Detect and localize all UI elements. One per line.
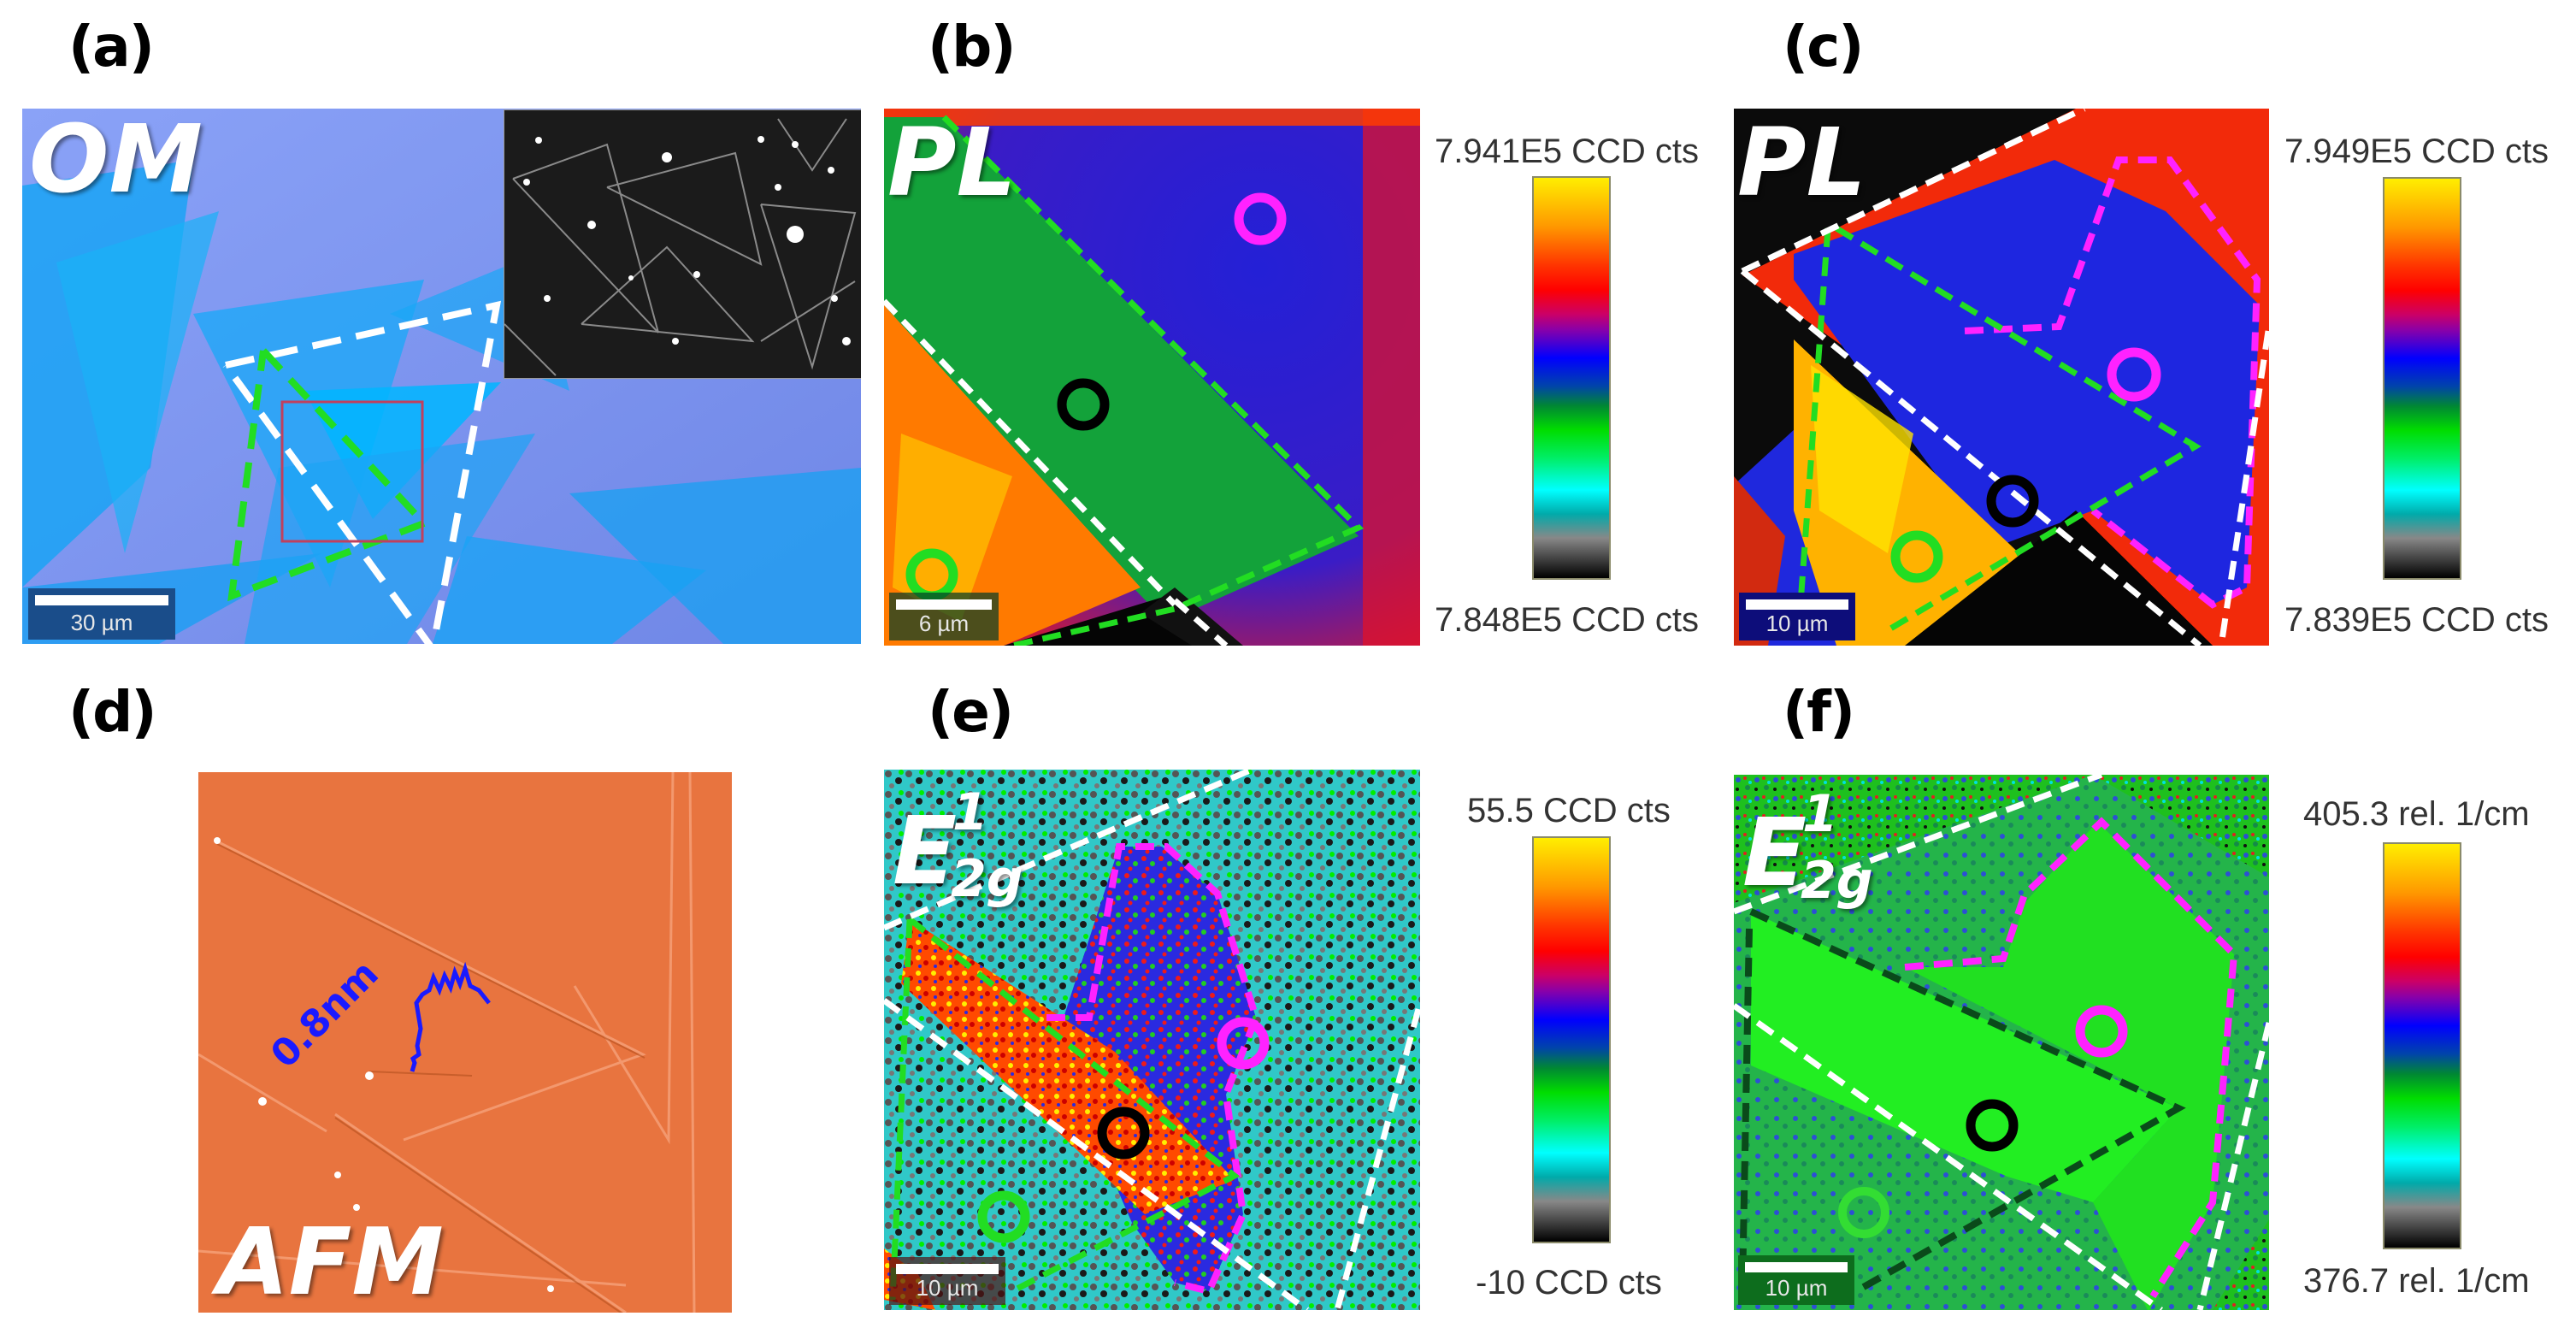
colorbar-f <box>2383 842 2461 1249</box>
e2g-sup-f: 1 <box>1802 784 1838 844</box>
panel-d-afm-image: 0.8nm AFM <box>198 772 732 1313</box>
raman-e-image <box>884 770 1420 1310</box>
panel-b-pl-map: PL 6 µm <box>884 109 1420 646</box>
marker-magenta-c <box>2107 347 2161 402</box>
e2g-overlay-label-e: E 1 2g <box>893 787 1023 905</box>
colorbar-b-min: 7.848E5 CCD cts <box>1435 601 1700 639</box>
colorbar-b <box>1532 176 1611 580</box>
marker-magenta-e <box>1217 1017 1270 1070</box>
panel-e-raman-intensity-map: E 1 2g 10 µm <box>884 770 1420 1310</box>
scale-bar-b: 6 µm <box>889 593 999 640</box>
marker-black-c <box>1986 475 2039 528</box>
marker-black-f <box>1966 1099 2019 1152</box>
om-overlay-label: OM <box>29 109 203 214</box>
raman-f-image <box>1734 775 2269 1310</box>
marker-green-e <box>977 1190 1030 1243</box>
e2g-sub-e: 2g <box>951 849 1023 909</box>
marker-magenta-f <box>2075 1005 2128 1058</box>
scale-bar-e-text: 10 µm <box>916 1275 979 1301</box>
colorbar-b-max: 7.941E5 CCD cts <box>1435 133 1700 170</box>
colorbar-c <box>2383 177 2461 580</box>
inset-image <box>504 118 857 376</box>
marker-green-c <box>1890 530 1943 583</box>
pl-map-b-image <box>884 109 1420 646</box>
e2g-sup-e: 1 <box>952 782 988 842</box>
colorbar-c-max: 7.949E5 CCD cts <box>2284 133 2549 170</box>
colorbar-e-max: 55.5 CCD cts <box>1467 792 1671 829</box>
scale-bar-c: 10 µm <box>1739 593 1855 640</box>
scale-bar-a-text: 30 µm <box>70 610 133 635</box>
colorbar-e-min: -10 CCD cts <box>1476 1264 1662 1301</box>
panel-label-d: (d) <box>68 679 157 745</box>
scale-bar-c-text: 10 µm <box>1765 611 1829 636</box>
marker-black-e <box>1097 1107 1150 1160</box>
panel-label-b: (b) <box>928 14 1017 80</box>
e2g-overlay-label-f: E 1 2g <box>1742 788 1873 906</box>
scale-bar-f: 10 µm <box>1738 1255 1854 1305</box>
panel-label-f: (f) <box>1783 679 1855 745</box>
scale-bar-e: 10 µm <box>889 1257 1005 1305</box>
panel-a-optical-micrograph: OM 30 µm <box>22 109 861 644</box>
e2g-main-f: E <box>1742 798 1807 907</box>
afm-image <box>198 772 732 1313</box>
colorbar-f-min: 376.7 rel. 1/cm <box>2303 1262 2530 1300</box>
pl-overlay-label-c: PL <box>1737 109 1866 217</box>
scale-bar-a: 30 µm <box>28 588 175 640</box>
panel-label-c: (c) <box>1783 14 1864 80</box>
pl-map-c-image <box>1734 109 2269 646</box>
marker-black-b <box>1057 378 1110 431</box>
colorbar-e <box>1532 836 1611 1243</box>
e2g-sub-f: 2g <box>1801 851 1873 911</box>
colorbar-c-min: 7.839E5 CCD cts <box>2284 601 2549 639</box>
panel-c-pl-map: PL 10 µm <box>1734 109 2269 646</box>
marker-magenta-b <box>1234 192 1287 245</box>
pl-overlay-label-b: PL <box>887 109 1017 217</box>
marker-green-f <box>1838 1187 1889 1238</box>
panel-f-raman-shift-map: E 1 2g 10 µm <box>1734 775 2269 1310</box>
panel-label-a: (a) <box>68 14 155 80</box>
colorbar-f-max: 405.3 rel. 1/cm <box>2303 795 2530 833</box>
e2g-main-e: E <box>893 796 958 906</box>
scale-bar-f-text: 10 µm <box>1765 1275 1828 1301</box>
afm-overlay-label: AFM <box>217 1209 444 1313</box>
scale-bar-b-text: 6 µm <box>918 611 970 636</box>
dark-field-inset <box>504 109 861 379</box>
panel-label-e: (e) <box>928 679 1014 745</box>
